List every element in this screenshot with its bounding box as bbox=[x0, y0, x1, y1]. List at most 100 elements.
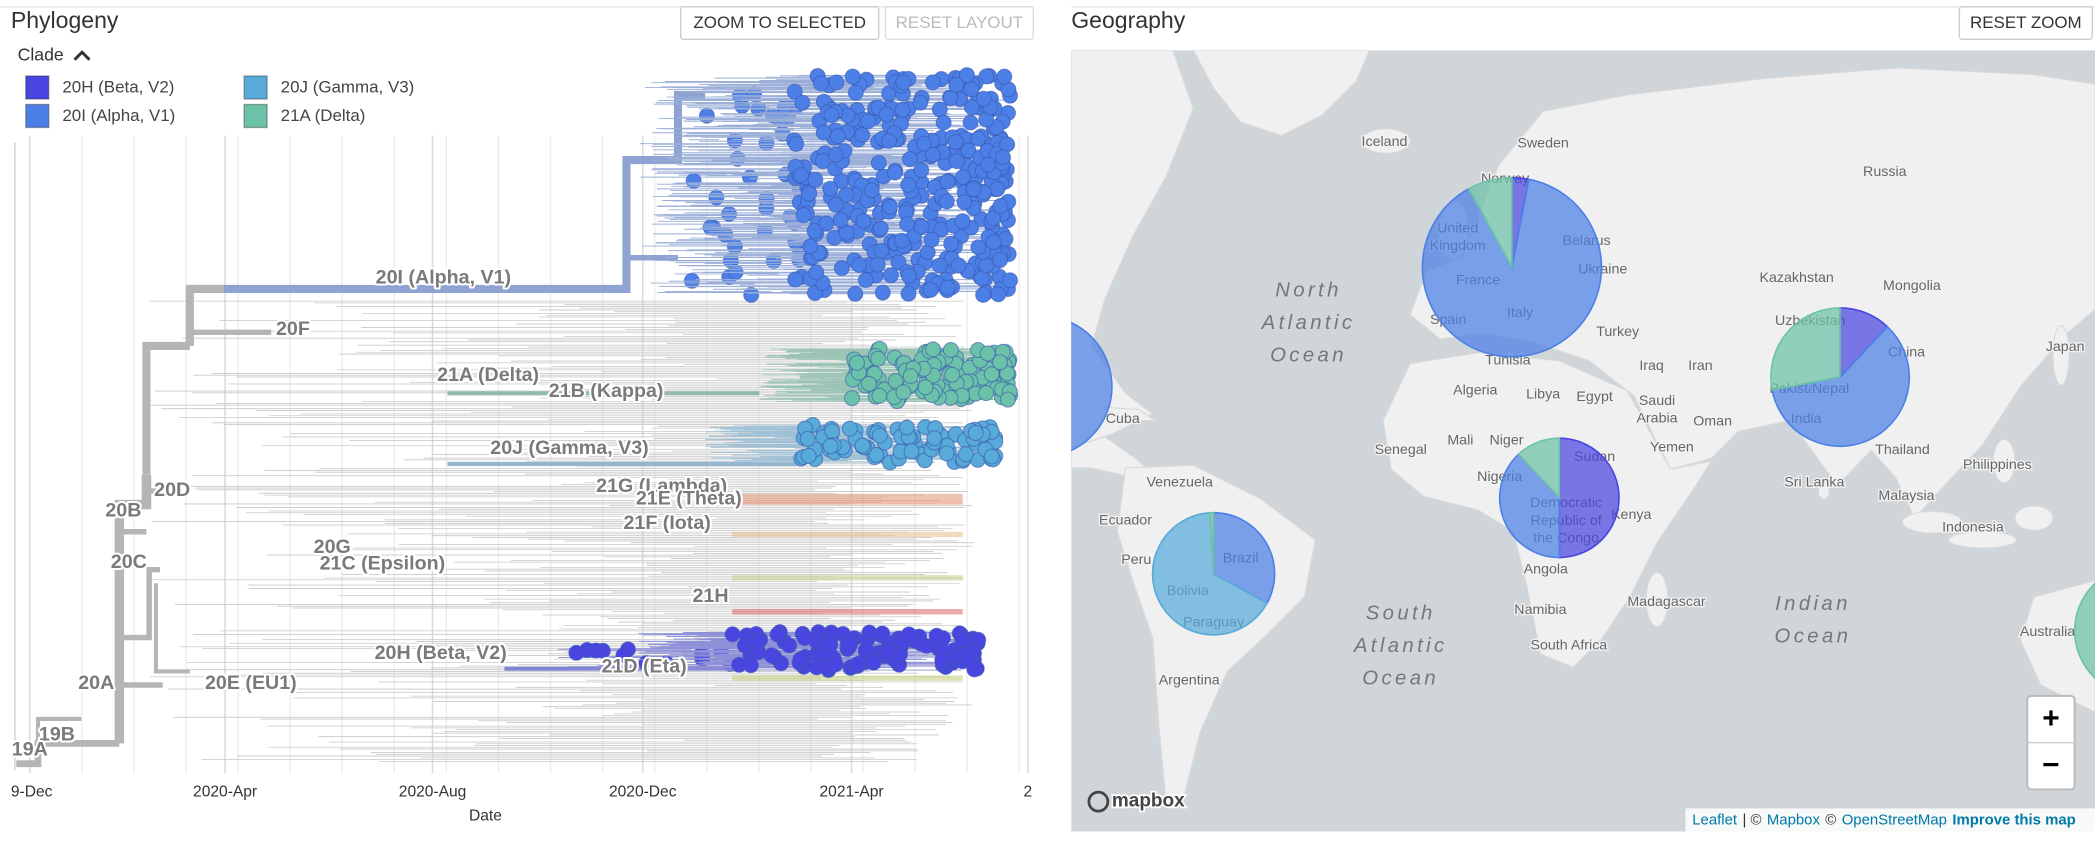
mapbox-logo[interactable]: mapbox bbox=[1110, 789, 1187, 813]
tip bbox=[990, 286, 1007, 303]
tip bbox=[870, 154, 887, 171]
place-label: Cuba bbox=[1106, 411, 1140, 427]
tip bbox=[934, 652, 951, 669]
tip bbox=[871, 427, 888, 444]
tip bbox=[902, 368, 919, 385]
tip bbox=[802, 238, 819, 255]
chevron-icon[interactable] bbox=[73, 50, 91, 61]
place-label: Saudi Arabia bbox=[1636, 393, 1677, 427]
pie-slice[interactable] bbox=[2073, 566, 2095, 696]
tip bbox=[801, 185, 818, 202]
place-label: Angola bbox=[1524, 561, 1568, 577]
tree bbox=[14, 67, 1029, 774]
tip bbox=[939, 173, 956, 190]
tip bbox=[796, 630, 813, 647]
pie-slice[interactable] bbox=[1771, 325, 1911, 448]
clade-label: 21G (Lambda) bbox=[596, 475, 727, 497]
tip bbox=[841, 420, 858, 437]
tip bbox=[868, 446, 885, 463]
place-label: Thailand bbox=[1875, 442, 1930, 458]
clade-label: 19A bbox=[12, 738, 48, 760]
place-label: Indonesia bbox=[1942, 519, 2004, 535]
tree-labels: 20I (Alpha, V1) 20F 21A (Delta) 21B (Kappa)… bbox=[10, 264, 1032, 824]
pie-slice[interactable] bbox=[1421, 178, 1603, 358]
tip bbox=[848, 354, 865, 371]
tip bbox=[793, 167, 810, 184]
place-label: Iceland bbox=[1362, 134, 1408, 150]
clade-label: 20G bbox=[314, 536, 351, 558]
tip bbox=[960, 142, 977, 159]
tip bbox=[854, 437, 871, 454]
ocean-label: Indian Ocean bbox=[1775, 593, 1852, 648]
place-label: South Africa bbox=[1531, 637, 1608, 653]
zoom-out[interactable]: − bbox=[2042, 748, 2059, 781]
pie-slice[interactable] bbox=[1770, 307, 1841, 392]
tip bbox=[863, 182, 880, 199]
tip bbox=[894, 101, 911, 118]
button-label[interactable]: ZOOM TO SELECTED bbox=[693, 13, 866, 32]
pie-slice[interactable] bbox=[1208, 511, 1215, 574]
legend-swatch[interactable] bbox=[25, 103, 50, 129]
tip bbox=[807, 171, 824, 188]
tip bbox=[822, 636, 839, 653]
tip bbox=[900, 176, 917, 193]
attribution-item[interactable]: OpenStreetMap bbox=[1842, 813, 1947, 829]
sri-lanka bbox=[1817, 482, 1830, 500]
tip bbox=[788, 135, 805, 153]
legend-swatch[interactable] bbox=[25, 75, 50, 100]
tip bbox=[823, 107, 840, 124]
legend-swatch[interactable] bbox=[243, 103, 268, 129]
island bbox=[1948, 531, 2017, 549]
tip bbox=[799, 430, 816, 447]
place-label: Kazakhstan bbox=[1759, 270, 1833, 286]
tip bbox=[794, 94, 811, 111]
zoom-in[interactable]: + bbox=[2042, 702, 2059, 735]
tip bbox=[922, 281, 939, 298]
tip bbox=[893, 232, 910, 249]
tip bbox=[954, 630, 971, 647]
tip bbox=[832, 211, 849, 228]
tip bbox=[978, 385, 995, 402]
tip bbox=[926, 430, 943, 447]
pie-slice[interactable] bbox=[1498, 453, 1561, 559]
tip bbox=[948, 76, 965, 93]
tip bbox=[808, 264, 825, 281]
tip bbox=[838, 224, 855, 241]
button[interactable] bbox=[680, 6, 880, 41]
attribution-item[interactable]: Leaflet bbox=[1692, 813, 1738, 829]
clade-label: 21H bbox=[693, 585, 729, 607]
pie-slice[interactable] bbox=[1558, 437, 1620, 559]
legend-label[interactable]: 20I (Alpha, V1) bbox=[62, 106, 175, 125]
legend-label[interactable]: 20H (Beta, V2) bbox=[62, 78, 174, 97]
place-label: Peru bbox=[1121, 552, 1151, 568]
pie-slice[interactable] bbox=[1212, 511, 1276, 605]
island bbox=[1901, 510, 1963, 534]
island bbox=[2014, 505, 2054, 531]
button-label[interactable]: RESET ZOOM bbox=[1970, 13, 2082, 32]
tip bbox=[833, 260, 850, 277]
attribution-item[interactable]: Improve this map bbox=[1952, 813, 2075, 829]
pie-slice[interactable] bbox=[1467, 176, 1513, 268]
tip bbox=[954, 213, 971, 230]
pie-slice[interactable] bbox=[971, 316, 1113, 457]
tip bbox=[763, 647, 780, 664]
legend-label[interactable]: 21A (Delta) bbox=[281, 106, 366, 125]
clade-label: 21F (Iota) bbox=[623, 512, 710, 534]
map[interactable]: IcelandSwedenNorwayRussiaUnitedKingdomBe… bbox=[971, 50, 2095, 832]
ocean-label: South Atlantic Ocean bbox=[1353, 603, 1448, 690]
pie-slice[interactable] bbox=[1151, 511, 1269, 636]
place-label: Egypt bbox=[1576, 389, 1612, 405]
tip bbox=[954, 169, 971, 186]
legend-title[interactable]: Clade bbox=[18, 44, 64, 64]
legend-swatch[interactable] bbox=[243, 75, 268, 100]
tip bbox=[847, 285, 864, 302]
panel-title: Phylogeny bbox=[11, 7, 119, 33]
pie-slice[interactable] bbox=[1517, 437, 1561, 500]
legend-label[interactable]: 20J (Gamma, V3) bbox=[281, 78, 415, 97]
attribution-item[interactable]: Mapbox bbox=[1767, 813, 1821, 829]
tip bbox=[568, 644, 585, 661]
button[interactable] bbox=[1958, 6, 2093, 41]
tip bbox=[882, 267, 899, 284]
clade-strip bbox=[732, 675, 963, 681]
